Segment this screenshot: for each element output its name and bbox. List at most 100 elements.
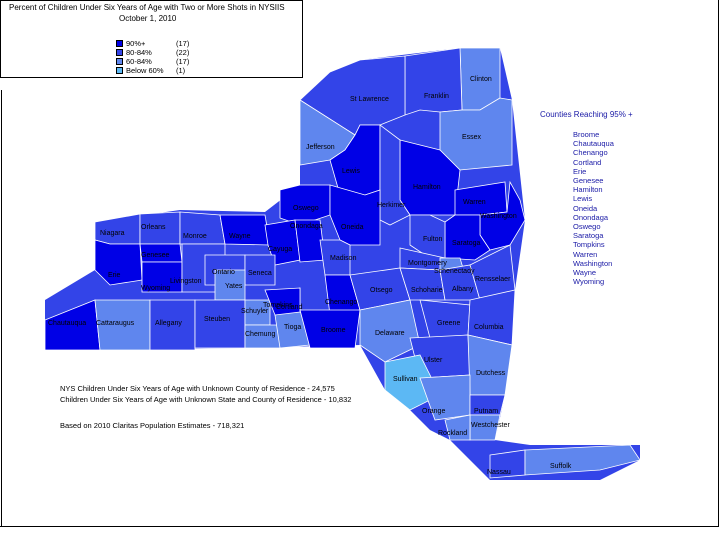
legend-date: October 1, 2010	[119, 14, 177, 23]
reaching-county: Saratoga	[573, 231, 604, 241]
county-label: Cortland	[276, 304, 303, 311]
county-label: Genesee	[141, 252, 170, 259]
county-label: Otsego	[370, 287, 393, 294]
county-label: Erie	[108, 272, 121, 279]
reaching-county: Warren	[573, 249, 598, 259]
note-unknown-county: NYS Children Under Six Years of Age with…	[60, 384, 335, 393]
county-label: Wayne	[229, 233, 251, 240]
county-tompkins	[264, 287, 301, 316]
county-label: Steuben	[204, 316, 231, 323]
county-label: Monroe	[183, 233, 207, 240]
county-label: Suffolk	[550, 463, 572, 470]
county-dutchess	[467, 334, 513, 396]
reaching-county: Chautauqua	[573, 139, 614, 149]
note-population: Based on 2010 Claritas Population Estima…	[60, 421, 245, 430]
county-delaware	[359, 299, 421, 363]
county-label: Livingston	[170, 278, 202, 285]
county-label: Herkimer	[377, 202, 406, 209]
reaching-county: Erie	[573, 166, 587, 176]
county-label: Orleans	[141, 224, 166, 231]
reaching-county: Wayne	[573, 268, 597, 278]
county-label: Ontario	[212, 269, 235, 276]
county-label: Columbia	[474, 324, 504, 331]
county-label: Cayuga	[268, 246, 293, 253]
legend-title: Percent of Children Under Six Years of A…	[9, 3, 285, 12]
legend-label: Below 60%	[126, 66, 164, 75]
county-franklin	[404, 47, 463, 116]
county-steuben	[194, 299, 246, 349]
legend-label: 60-84%	[126, 57, 152, 66]
reaching-county: Cortland	[573, 157, 602, 167]
county-label: Chenango	[325, 299, 358, 306]
reaching-county: Lewis	[573, 194, 593, 204]
reaching-county: Washington	[573, 258, 613, 268]
county-label: Niagara	[100, 230, 125, 237]
reaching-county: Broome	[573, 130, 600, 139]
legend-count: (17)	[176, 39, 190, 48]
county-label: Oneida	[341, 224, 364, 231]
reaching-list: Broome Chautauqua Chenango Cortland Erie Gene…	[573, 130, 614, 286]
county-allegany	[149, 299, 196, 351]
reaching-county: Genesee	[573, 176, 604, 186]
legend-label: 90%+	[126, 39, 146, 48]
county-label: Tompkins	[263, 302, 293, 309]
legend-swatch	[116, 40, 123, 47]
county-label: Montgomery	[408, 260, 447, 267]
legend-count: (1)	[176, 66, 186, 75]
reaching-title: Counties Reaching 95% +	[540, 110, 633, 119]
county-niagara	[94, 213, 141, 245]
reaching-county: Tompkins	[573, 240, 605, 250]
reaching-county: Wyoming	[573, 277, 605, 287]
county-label: Saratoga	[452, 240, 481, 247]
legend-box: Percent of Children Under Six Years of A…	[0, 0, 303, 78]
county-label: Cattaraugus	[96, 320, 135, 327]
county-label: Wyoming	[141, 285, 171, 292]
reaching-county: Hamilton	[573, 185, 603, 195]
county-label: Hamilton	[413, 184, 441, 191]
county-label: Rockland	[438, 430, 468, 437]
county-label: Madison	[330, 255, 357, 262]
note-unknown-state: Children Under Six Years of Age with Unk…	[60, 395, 352, 404]
county-label: Schoharie	[411, 287, 443, 294]
county-label: Chemung	[245, 331, 276, 338]
county-label: Dutchess	[476, 370, 506, 377]
legend-swatch	[116, 49, 123, 56]
county-label: Delaware	[375, 330, 405, 337]
reaching-county: Onondaga	[573, 212, 609, 222]
county-label: Onondaga	[290, 223, 323, 230]
county-label: St Lawrence	[350, 96, 389, 103]
county-label: Clinton	[470, 76, 492, 83]
county-label: Nassau	[487, 469, 511, 476]
county-label: Lewis	[342, 168, 360, 175]
county-label: Ulster	[424, 357, 443, 364]
reaching-county: Oswego	[573, 222, 601, 232]
map-frame	[0, 0, 719, 527]
county-label: Albany	[452, 286, 474, 293]
county-broome	[299, 309, 361, 349]
county-label: Franklin	[424, 93, 449, 100]
county-suffolk	[524, 444, 641, 476]
county-label: Putnam	[474, 408, 499, 415]
county-label: Oswego	[293, 205, 319, 212]
reaching-county: Oneida	[573, 203, 598, 213]
legend-swatch	[116, 67, 123, 74]
county-label: Yates	[225, 283, 243, 290]
county-rockland	[444, 414, 471, 441]
county-cayuga	[264, 219, 301, 266]
county-label: Broome	[321, 327, 346, 334]
county-label: Essex	[462, 134, 482, 141]
legend-count: (22)	[176, 48, 190, 57]
county-label: Westchester	[471, 422, 510, 429]
legend-swatch	[116, 58, 123, 65]
reaching-county: Chenango	[573, 148, 608, 158]
county-label: Greene	[437, 320, 461, 327]
legend-count: (17)	[176, 57, 190, 66]
county-madison	[319, 239, 351, 276]
county-label: Warren	[463, 199, 486, 206]
county-label: Tioga	[284, 324, 302, 331]
county-label: Chautauqua	[48, 320, 87, 327]
county-label: Schuyler	[241, 308, 269, 315]
county-label: Fulton	[423, 236, 443, 243]
county-label: Rensselaer	[475, 276, 511, 283]
